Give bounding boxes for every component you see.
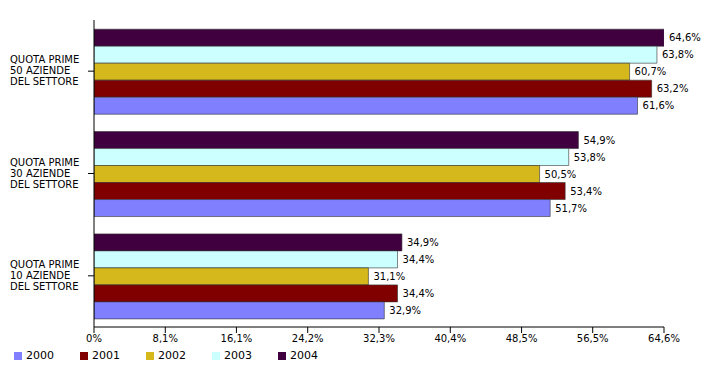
svg-text:48,5%: 48,5%	[506, 333, 538, 344]
html-text:2001: 2001	[92, 349, 120, 362]
svg-text:16,1%: 16,1%	[221, 333, 253, 344]
svg-text:54,9%: 54,9%	[583, 135, 615, 146]
svg-text:QUOTA PRIME10 AZIENDEDEL SETTO: QUOTA PRIME10 AZIENDEDEL SETTORE	[10, 259, 79, 292]
svg-text:QUOTA PRIME50 AZIENDEDEL SETTO: QUOTA PRIME50 AZIENDEDEL SETTORE	[10, 54, 79, 87]
svg-text:53,4%: 53,4%	[570, 186, 602, 197]
svg-text:64,6%: 64,6%	[669, 32, 697, 43]
svg-text:34,9%: 34,9%	[407, 237, 439, 248]
svg-text:24,2%: 24,2%	[292, 333, 324, 344]
svg-text:34,4%: 34,4%	[403, 288, 435, 299]
svg-text:60,7%: 60,7%	[635, 66, 667, 77]
svg-text:40,4%: 40,4%	[434, 333, 466, 344]
svg-text:64,6%: 64,6%	[648, 333, 680, 344]
svg-text:32,9%: 32,9%	[389, 305, 421, 316]
svg-text:53,8%: 53,8%	[574, 152, 606, 163]
svg-text:31,1%: 31,1%	[373, 271, 405, 282]
svg-text:32,3%: 32,3%	[363, 333, 395, 344]
svg-text:34,4%: 34,4%	[403, 254, 435, 265]
html-text:2000: 2000	[26, 349, 54, 362]
svg-text:51,7%: 51,7%	[555, 203, 587, 214]
svg-text:63,2%: 63,2%	[657, 83, 689, 94]
html-text:2004: 2004	[290, 349, 318, 362]
html-text:2002: 2002	[158, 349, 186, 362]
svg-text:0%: 0%	[86, 333, 102, 344]
svg-text:61,6%: 61,6%	[643, 100, 675, 111]
svg-text:50,5%: 50,5%	[545, 169, 577, 180]
svg-text:56,5%: 56,5%	[577, 333, 609, 344]
svg-text:QUOTA PRIME30 AZIENDEDEL SETTO: QUOTA PRIME30 AZIENDEDEL SETTORE	[10, 157, 79, 190]
svg-text:8,1%: 8,1%	[153, 333, 178, 344]
svg-text:63,8%: 63,8%	[662, 49, 694, 60]
html-text:2003: 2003	[224, 349, 252, 362]
